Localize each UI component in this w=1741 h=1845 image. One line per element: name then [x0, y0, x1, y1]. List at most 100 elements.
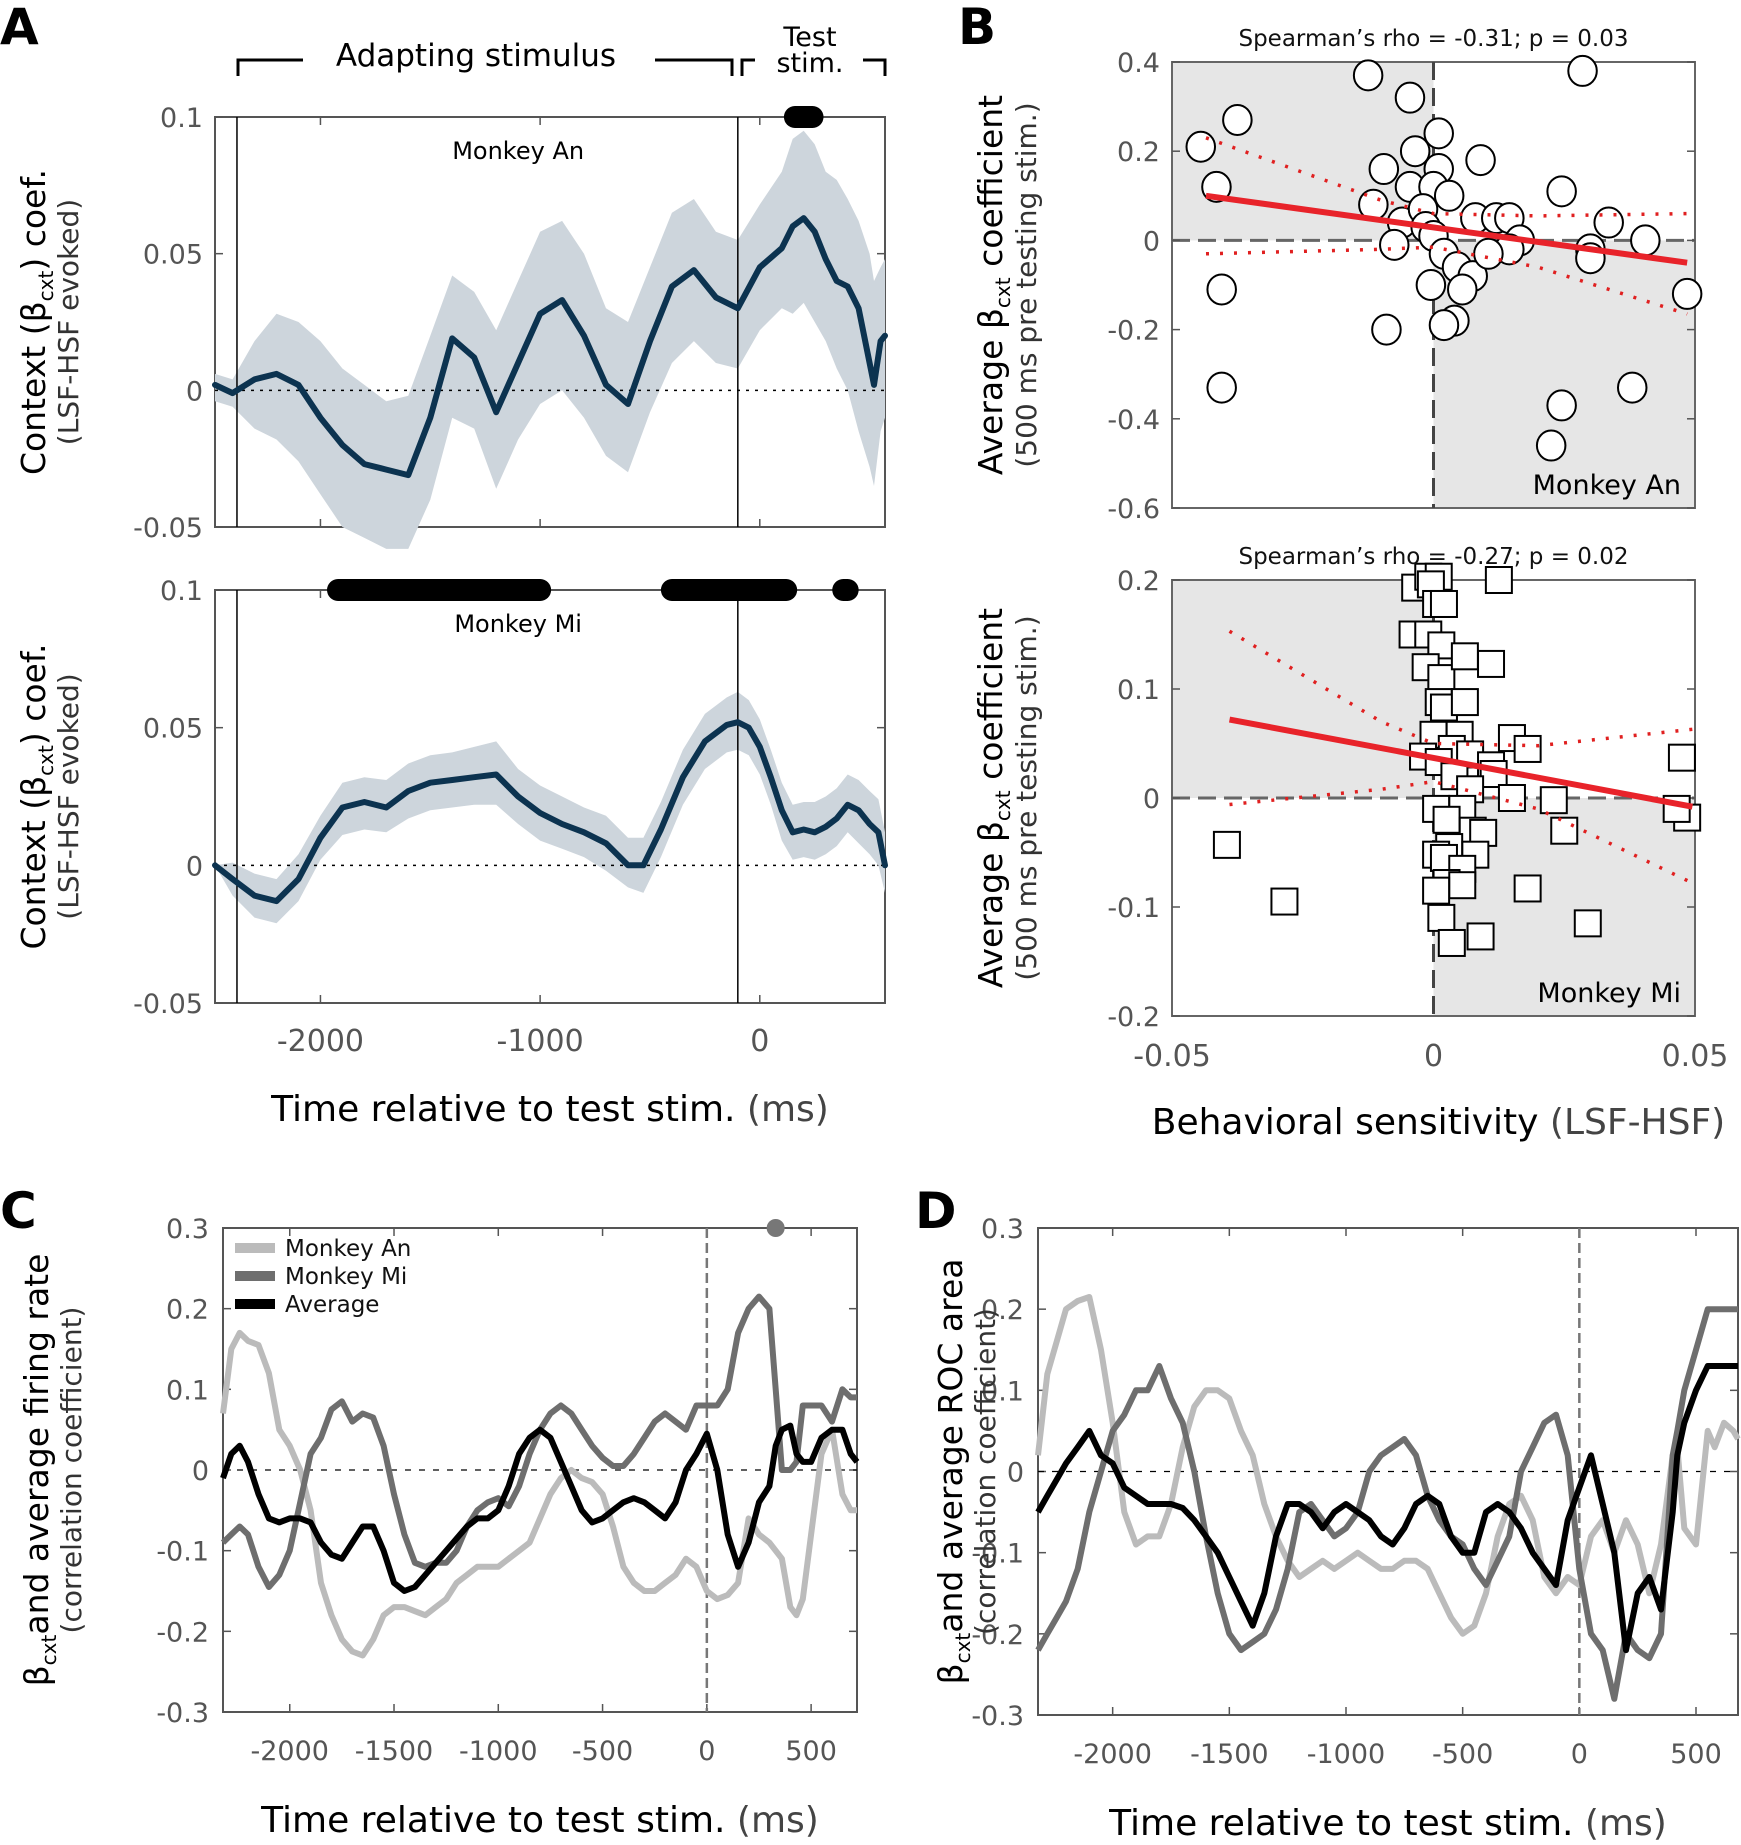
- y-axis-label: Average βcxt coefficient: [971, 95, 1015, 475]
- x-axis-label: Time relative to test stim. (ms): [270, 1089, 829, 1130]
- scatter-point: [1479, 760, 1508, 789]
- panel-letter-c: C: [0, 1182, 37, 1240]
- scatter-point: [1185, 130, 1217, 163]
- scatter-point: [1437, 928, 1466, 957]
- y-tick-label: -0.6: [1107, 494, 1160, 525]
- y-tick-label: -0.1: [1107, 893, 1160, 924]
- scatter-point: [1206, 371, 1237, 404]
- scatter-point: [1573, 909, 1602, 938]
- x-axis-label: Behavioral sensitivity (LSF-HSF): [1152, 1102, 1725, 1143]
- x-tick-label: -0.05: [1133, 1039, 1211, 1074]
- y-tick-label: 0.1: [1117, 675, 1160, 706]
- y-axis-label-main: β: [17, 1665, 56, 1686]
- scatter-point: [1394, 81, 1426, 114]
- scatter-point: [1513, 734, 1542, 763]
- scatter-point: [1484, 566, 1513, 594]
- series-line-monkey-mi: [220, 1293, 857, 1590]
- y-axis-label-end: ) coef.: [14, 643, 53, 745]
- y-tick-label: 0.1: [160, 576, 203, 607]
- y-axis-label-main: Average β: [971, 308, 1010, 475]
- adapting-stimulus-label: Adapting stimulus: [336, 38, 616, 74]
- monkey-label: Monkey An: [452, 137, 584, 165]
- mean-line: [212, 215, 888, 479]
- scatter-point: [1450, 642, 1479, 671]
- x-axis-label-main: Time relative to test stim.: [1108, 1803, 1585, 1844]
- panel-b-monkey-an: -0.6 -0.4 -0.2 0 0.2 0.4 Spearman’s rho = -0.3…: [971, 26, 1703, 525]
- y-tick-label: 0.3: [166, 1214, 209, 1245]
- y-axis-label-main: Context (β: [14, 301, 53, 475]
- scatter-point: [1593, 206, 1624, 239]
- scatter-point: [1399, 135, 1431, 168]
- panel-letter-b: B: [958, 0, 996, 56]
- series-line-average: [220, 1422, 860, 1594]
- y-tick-label: 0: [186, 376, 203, 407]
- y-tick-label: 0.05: [143, 240, 203, 271]
- scatter-point: [1379, 228, 1410, 261]
- scatter-point: [1415, 269, 1447, 301]
- y-axis-label-subscript: cxt: [991, 790, 1015, 821]
- y-axis-label-secondary: (correlation coefficient): [969, 1308, 1002, 1635]
- y-axis-label-secondary: (correlation coefficient): [55, 1307, 88, 1634]
- epoch-bracket: Adapting stimulus Test stim.: [236, 22, 887, 79]
- y-tick-label: 0.2: [1117, 566, 1160, 597]
- scatter-point: [1513, 874, 1542, 903]
- scatter-point: [1630, 224, 1661, 257]
- y-axis-label: βcxtand average ROC area: [931, 1259, 975, 1685]
- x-axis-label-unit: (ms): [747, 1089, 829, 1130]
- panel-b-monkey-mi: -0.2 -0.1 0 0.1 0.2 Spearman’s rho = -0.27; p…: [971, 544, 1728, 1143]
- y-tick-label: 0: [1007, 1458, 1024, 1489]
- y-axis-label-secondary: (LSF-HSF evoked): [52, 673, 85, 919]
- y-axis-label-end: coefficient: [971, 95, 1010, 278]
- scatter-point: [1428, 309, 1460, 342]
- scatter-point: [1465, 144, 1496, 177]
- scatter-point: [1497, 784, 1526, 812]
- spearman-stat: Spearman’s rho = -0.27; p = 0.02: [1238, 544, 1628, 570]
- y-axis-label: Context (βcxt) coef.: [14, 169, 58, 475]
- x-tick-label: -500: [1432, 1739, 1493, 1770]
- y-axis-label: βcxtand average firing rate: [17, 1254, 61, 1687]
- adapting-bracket-left: [236, 58, 303, 76]
- x-tick-label: -1000: [497, 1024, 584, 1059]
- panel-d: -2000 -1500 -1000 -500 0 500 -0.3 -0.2 -0.1 0 0.1 0…: [931, 1214, 1741, 1844]
- x-tick-label: -2000: [251, 1736, 329, 1767]
- x-tick-label: 500: [785, 1736, 837, 1767]
- scatter-point: [1222, 103, 1253, 136]
- scatter-point: [1447, 273, 1478, 306]
- y-tick-label: 0.1: [981, 1376, 1024, 1407]
- x-tick-label: -1000: [1307, 1739, 1385, 1770]
- scatter-point: [1433, 179, 1465, 212]
- legend-label: Monkey Mi: [285, 1264, 407, 1290]
- y-tick-label: 0.2: [166, 1295, 209, 1326]
- scatter-point: [1546, 175, 1577, 208]
- y-tick-label: 0: [186, 851, 203, 882]
- scatter-point: [1429, 589, 1458, 618]
- scatter-point: [1422, 876, 1451, 905]
- x-axis-label-unit: (ms): [737, 1800, 819, 1841]
- x-axis-label-unit: (LSF-HSF): [1550, 1102, 1725, 1143]
- y-axis-label: Context (βcxt) coef.: [14, 643, 58, 949]
- x-tick-label: -1000: [459, 1736, 537, 1767]
- scatter-point: [1423, 117, 1454, 150]
- y-tick-label: -0.3: [971, 1701, 1024, 1732]
- scatter-point: [1477, 649, 1506, 678]
- legend-label: Monkey An: [285, 1236, 411, 1262]
- scatter-point: [1671, 277, 1703, 310]
- y-axis-label-main: β: [931, 1663, 970, 1684]
- test-bracket-right: [863, 58, 887, 76]
- y-tick-label: 0.3: [981, 1214, 1024, 1245]
- x-tick-label: -2000: [1073, 1739, 1151, 1770]
- y-axis-label: Average βcxt coefficient: [971, 608, 1015, 988]
- x-axis-label: Time relative to test stim. (ms): [260, 1800, 819, 1841]
- y-axis-label-subscript: cxt: [37, 1635, 61, 1666]
- test-bracket-left: [740, 58, 755, 76]
- y-tick-label: 0: [1143, 784, 1160, 815]
- scatter-point: [1427, 664, 1456, 693]
- y-tick-label: -0.1: [156, 1537, 209, 1568]
- y-tick-label: -0.2: [1107, 316, 1160, 347]
- y-axis-label-secondary: (500 ms pre testing stim.): [1010, 102, 1043, 467]
- scatter-point: [1546, 389, 1577, 422]
- y-axis-label-secondary: (LSF-HSF evoked): [52, 199, 85, 445]
- scatter-point: [1539, 786, 1568, 815]
- scatter-point: [1206, 273, 1237, 306]
